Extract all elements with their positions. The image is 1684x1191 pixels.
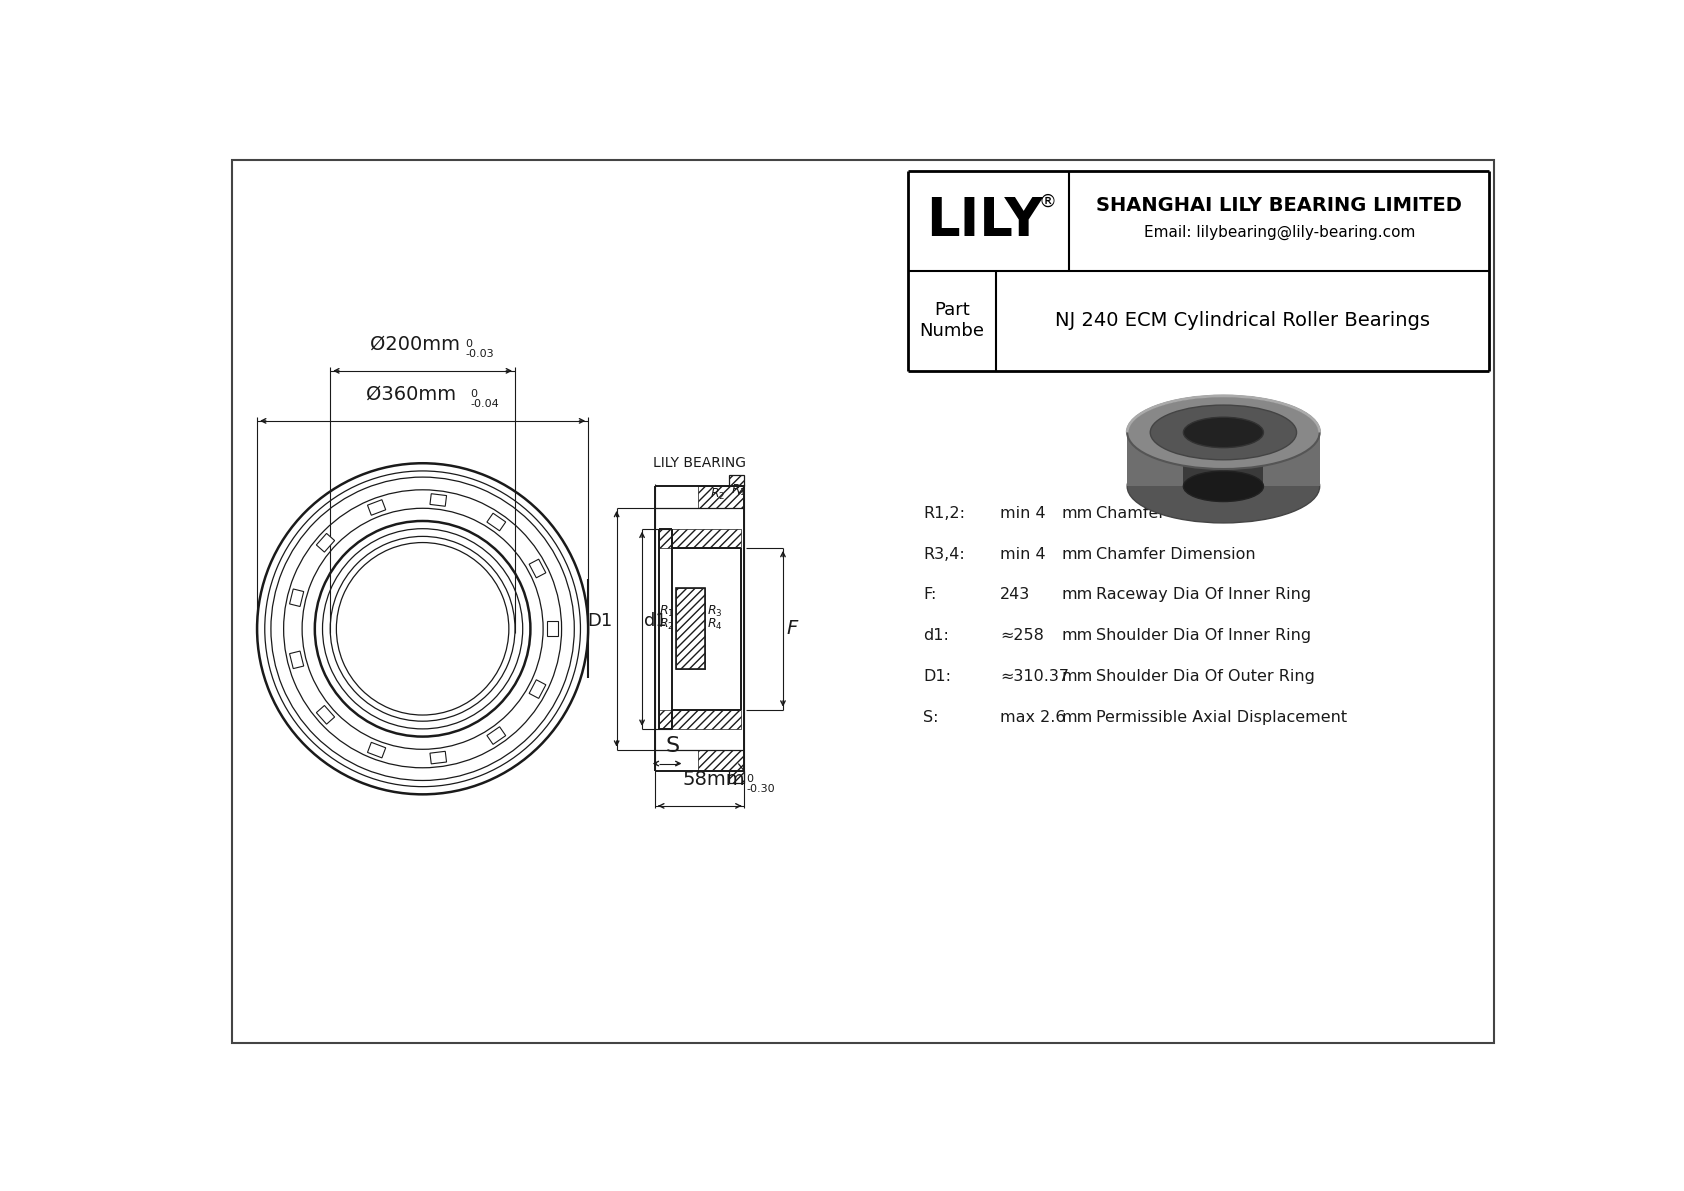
Bar [675, 588, 706, 669]
Bar [699, 749, 744, 772]
Bar [672, 710, 741, 729]
Bar [729, 772, 744, 782]
Text: min 4: min 4 [1000, 506, 1046, 520]
Text: Ø360mm: Ø360mm [365, 385, 456, 404]
Text: mm: mm [1061, 587, 1093, 603]
Bar [675, 588, 706, 669]
Text: ®: ® [1039, 193, 1056, 211]
Polygon shape [317, 705, 335, 724]
Text: 58mm: 58mm [682, 769, 744, 788]
Polygon shape [429, 752, 446, 763]
Text: R1,2:: R1,2: [923, 506, 965, 520]
Polygon shape [547, 621, 557, 636]
Text: SHANGHAI LILY BEARING LIMITED: SHANGHAI LILY BEARING LIMITED [1096, 195, 1462, 214]
Polygon shape [290, 651, 303, 668]
Polygon shape [317, 534, 335, 553]
Ellipse shape [1150, 405, 1297, 460]
Polygon shape [529, 680, 546, 698]
Ellipse shape [1184, 417, 1263, 448]
Polygon shape [529, 559, 546, 578]
Text: Ø200mm: Ø200mm [370, 335, 460, 354]
Ellipse shape [1184, 472, 1263, 501]
Text: -0.03: -0.03 [465, 349, 493, 358]
Text: ≈310.37: ≈310.37 [1000, 669, 1069, 684]
Text: NJ 240 ECM Cylindrical Roller Bearings: NJ 240 ECM Cylindrical Roller Bearings [1056, 311, 1430, 330]
Polygon shape [487, 727, 505, 744]
Text: LILY BEARING: LILY BEARING [653, 456, 746, 470]
Text: Chamfer Dimension: Chamfer Dimension [1096, 547, 1256, 562]
Polygon shape [429, 494, 446, 506]
Text: d1:: d1: [923, 628, 950, 643]
Text: ≈258: ≈258 [1000, 628, 1044, 643]
Text: D1: D1 [588, 612, 613, 630]
Text: Chamfer Dimension: Chamfer Dimension [1096, 506, 1256, 520]
Polygon shape [367, 500, 386, 516]
Text: 243: 243 [1000, 587, 1031, 603]
Text: mm: mm [1061, 506, 1093, 520]
Text: Raceway Dia Of Inner Ring: Raceway Dia Of Inner Ring [1096, 587, 1312, 603]
Text: mm: mm [1061, 710, 1093, 725]
Text: $R_4$: $R_4$ [707, 617, 722, 632]
Text: 0: 0 [746, 774, 753, 785]
Text: Email: lilybearing@lily-bearing.com: Email: lilybearing@lily-bearing.com [1143, 225, 1415, 239]
Text: $R_1$: $R_1$ [658, 604, 674, 619]
Text: LILY: LILY [926, 194, 1042, 247]
Bar [699, 486, 744, 507]
Text: -0.04: -0.04 [470, 399, 498, 409]
Polygon shape [1127, 432, 1320, 486]
Text: $R_1$: $R_1$ [731, 482, 746, 498]
Text: -0.30: -0.30 [746, 784, 775, 793]
Text: Shoulder Dia Of Outer Ring: Shoulder Dia Of Outer Ring [1096, 669, 1315, 684]
Text: $R_2$: $R_2$ [658, 617, 674, 632]
Text: Permissible Axial Displacement: Permissible Axial Displacement [1096, 710, 1347, 725]
Text: F: F [786, 619, 798, 638]
Bar [658, 529, 672, 548]
Polygon shape [487, 513, 505, 531]
Text: S: S [665, 736, 680, 756]
Text: $R_3$: $R_3$ [707, 604, 722, 619]
Text: Shoulder Dia Of Inner Ring: Shoulder Dia Of Inner Ring [1096, 628, 1312, 643]
Bar [1184, 432, 1263, 486]
Text: mm: mm [1061, 628, 1093, 643]
Bar [672, 529, 741, 548]
Text: d1: d1 [645, 612, 667, 630]
Polygon shape [290, 590, 303, 606]
Text: Part
Numbe: Part Numbe [919, 301, 985, 341]
Text: $R_2$: $R_2$ [711, 486, 726, 501]
Bar [729, 475, 744, 486]
Text: S:: S: [923, 710, 938, 725]
Ellipse shape [1127, 450, 1320, 523]
Polygon shape [367, 742, 386, 757]
Text: D1:: D1: [923, 669, 951, 684]
Text: R3,4:: R3,4: [923, 547, 965, 562]
Ellipse shape [1127, 395, 1320, 469]
Text: mm: mm [1061, 547, 1093, 562]
Text: max 2.6: max 2.6 [1000, 710, 1066, 725]
Text: min 4: min 4 [1000, 547, 1046, 562]
Text: mm: mm [1061, 669, 1093, 684]
Text: F:: F: [923, 587, 936, 603]
Text: 0: 0 [470, 389, 477, 399]
Bar [658, 710, 672, 729]
Text: 0: 0 [465, 339, 472, 349]
